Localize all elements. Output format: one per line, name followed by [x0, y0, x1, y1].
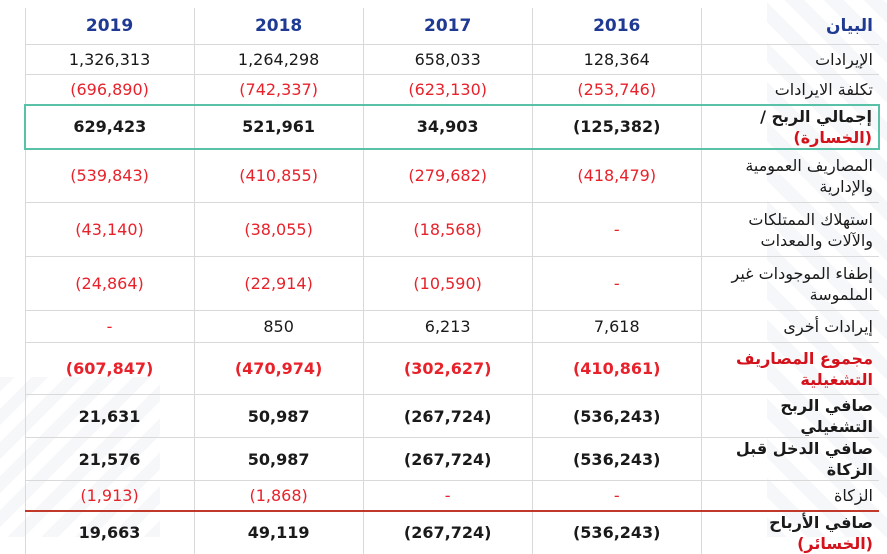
row-label: الزكاة — [700, 480, 879, 511]
cell-2019: - — [24, 310, 195, 343]
cell-2017: (279,682) — [362, 148, 533, 203]
row-cost-of-revenue: تكلفة الايرادات (253,746) (623,130) (742… — [24, 74, 879, 105]
cell-2017: (267,724) — [362, 509, 533, 554]
cell-2019: (696,890) — [24, 74, 195, 105]
cell-2017: 658,033 — [362, 44, 533, 75]
cell-2018: (742,337) — [193, 74, 364, 105]
cell-2019: 19,663 — [24, 509, 195, 554]
row-label: الإيرادات — [700, 44, 879, 75]
row-label: المصاريف العمومية والإدارية — [700, 148, 879, 203]
cell-2017: 6,213 — [362, 310, 533, 343]
cell-2016: - — [531, 202, 702, 257]
cell-2017: 34,903 — [362, 103, 533, 150]
year-2018: 2018 — [193, 8, 364, 45]
row-label: صافي الأرباح (الخسائر) — [700, 509, 879, 554]
cell-2018: (410,855) — [193, 148, 364, 203]
header-row: البيان 2016 2017 2018 2019 — [24, 8, 879, 45]
cell-2018: 50,987 — [193, 394, 364, 438]
row-label: إيرادات أخرى — [700, 310, 879, 343]
row-label: إطفاء الموجودات غير الملموسة — [700, 256, 879, 311]
cell-2018: 50,987 — [193, 437, 364, 481]
cell-2017: (18,568) — [362, 202, 533, 257]
row-label: استهلاك الممتلكات والآلات والمعدات — [700, 202, 879, 257]
header-label: البيان — [700, 8, 879, 45]
cell-2016: (536,243) — [531, 394, 702, 438]
cell-2016: - — [531, 256, 702, 311]
cell-2016: (536,243) — [531, 437, 702, 481]
net-profit-text: صافي الأرباح — [769, 512, 873, 532]
row-depreciation: استهلاك الممتلكات والآلات والمعدات - (18… — [24, 202, 879, 257]
row-general-admin: المصاريف العمومية والإدارية (418,479) (2… — [24, 148, 879, 203]
row-label: صافي الربح التشغيلي — [700, 394, 879, 438]
cell-2019: (24,864) — [24, 256, 195, 311]
row-gross-profit: إجمالي الربح / (الخسارة) (125,382) 34,90… — [23, 103, 880, 150]
year-2017: 2017 — [362, 8, 533, 45]
cell-2019: (1,913) — [24, 480, 195, 511]
row-label: إجمالي الربح / (الخسارة) — [700, 103, 880, 150]
row-label: مجموع المصاريف التشغيلية — [700, 342, 879, 395]
cell-2016: 128,364 — [531, 44, 702, 75]
cell-2019: 1,326,313 — [24, 44, 195, 75]
cell-2017: (623,130) — [362, 74, 533, 105]
row-income-before-zakat: صافي الدخل قبل الزكاة (536,243) (267,724… — [24, 437, 879, 481]
cell-2016: (125,382) — [531, 103, 702, 150]
cell-2018: (22,914) — [193, 256, 364, 311]
row-label: تكلفة الايرادات — [700, 74, 879, 105]
cell-2016: (253,746) — [531, 74, 702, 105]
cell-2019: (539,843) — [24, 148, 195, 203]
cell-2018: (38,055) — [193, 202, 364, 257]
year-2016: 2016 — [531, 8, 702, 45]
cell-2019: 21,576 — [24, 437, 195, 481]
loss-text: (الخسارة) — [793, 127, 872, 147]
cell-2016: 7,618 — [531, 310, 702, 343]
cell-2018: (1,868) — [193, 480, 364, 511]
cell-2017: (302,627) — [362, 342, 533, 395]
cell-2018: 850 — [193, 310, 364, 343]
income-statement-table: البيان 2016 2017 2018 2019 الإيرادات 128… — [23, 8, 880, 554]
gross-profit-text: إجمالي الربح / — [760, 106, 872, 126]
cell-2017: (267,724) — [362, 394, 533, 438]
cell-2017: - — [362, 480, 533, 511]
losses-text: (الخسائر) — [797, 533, 873, 553]
cell-2019: (607,847) — [24, 342, 195, 395]
cell-2019: 629,423 — [23, 103, 195, 150]
cell-2016: (536,243) — [531, 509, 702, 554]
row-other-income: إيرادات أخرى 7,618 6,213 850 - — [24, 310, 879, 343]
cell-2016: (418,479) — [531, 148, 702, 203]
cell-2016: - — [531, 480, 702, 511]
cell-2018: 521,961 — [193, 103, 364, 150]
cell-2017: (267,724) — [362, 437, 533, 481]
row-revenue: الإيرادات 128,364 658,033 1,264,298 1,32… — [24, 44, 879, 75]
year-2019: 2019 — [24, 8, 195, 45]
cell-2018: 1,264,298 — [193, 44, 364, 75]
row-label: صافي الدخل قبل الزكاة — [700, 437, 879, 481]
cell-2018: (470,974) — [193, 342, 364, 395]
cell-2019: (43,140) — [24, 202, 195, 257]
row-net-profit: صافي الأرباح (الخسائر) (536,243) (267,72… — [24, 509, 879, 554]
row-amortization: إطفاء الموجودات غير الملموسة - (10,590) … — [24, 256, 879, 311]
cell-2018: 49,119 — [193, 509, 364, 554]
row-zakat: الزكاة - - (1,868) (1,913) — [24, 480, 879, 511]
cell-2016: (410,861) — [531, 342, 702, 395]
row-total-operating-expenses: مجموع المصاريف التشغيلية (410,861) (302,… — [24, 342, 879, 395]
row-operating-profit: صافي الربح التشغيلي (536,243) (267,724) … — [24, 394, 879, 438]
cell-2019: 21,631 — [24, 394, 195, 438]
cell-2017: (10,590) — [362, 256, 533, 311]
